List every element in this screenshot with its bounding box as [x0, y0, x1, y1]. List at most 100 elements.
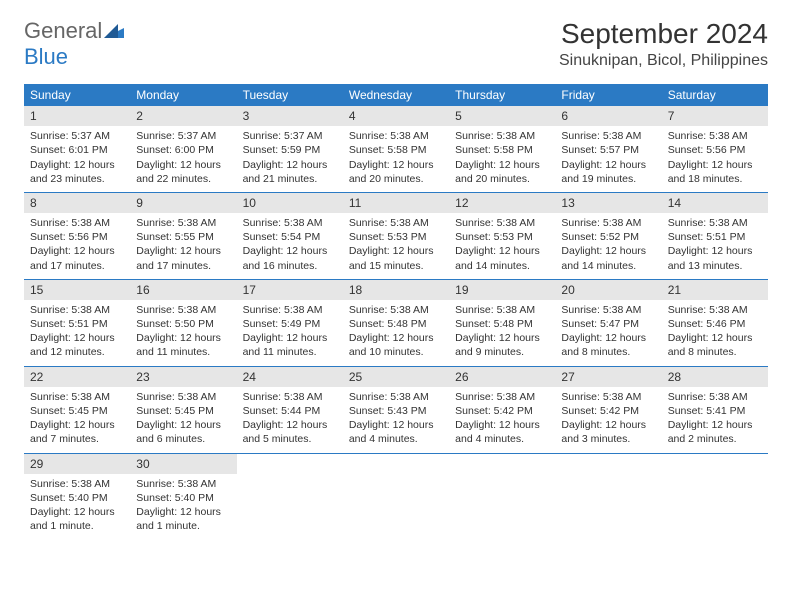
day-sunset: Sunset: 5:45 PM	[136, 404, 230, 418]
day-number: 10	[237, 193, 343, 213]
day-day1: Daylight: 12 hours	[455, 418, 549, 432]
day-cell: 18Sunrise: 5:38 AMSunset: 5:48 PMDayligh…	[343, 280, 449, 366]
day-cell: 3Sunrise: 5:37 AMSunset: 5:59 PMDaylight…	[237, 106, 343, 192]
day-sunrise: Sunrise: 5:38 AM	[561, 303, 655, 317]
day-body: Sunrise: 5:38 AMSunset: 5:48 PMDaylight:…	[449, 300, 555, 366]
day-body: Sunrise: 5:37 AMSunset: 6:01 PMDaylight:…	[24, 126, 130, 192]
day-day1: Daylight: 12 hours	[668, 418, 762, 432]
day-day2: and 9 minutes.	[455, 345, 549, 359]
day-sunset: Sunset: 5:42 PM	[455, 404, 549, 418]
day-number: 5	[449, 106, 555, 126]
day-day2: and 18 minutes.	[668, 172, 762, 186]
day-sunset: Sunset: 5:47 PM	[561, 317, 655, 331]
day-cell: 12Sunrise: 5:38 AMSunset: 5:53 PMDayligh…	[449, 193, 555, 279]
day-day1: Daylight: 12 hours	[668, 244, 762, 258]
day-sunset: Sunset: 5:45 PM	[30, 404, 124, 418]
day-day1: Daylight: 12 hours	[30, 505, 124, 519]
day-body: Sunrise: 5:38 AMSunset: 5:40 PMDaylight:…	[24, 474, 130, 540]
day-body: Sunrise: 5:38 AMSunset: 5:51 PMDaylight:…	[662, 213, 768, 279]
day-sunrise: Sunrise: 5:37 AM	[30, 129, 124, 143]
weeks-container: 1Sunrise: 5:37 AMSunset: 6:01 PMDaylight…	[24, 106, 768, 539]
day-day1: Daylight: 12 hours	[561, 331, 655, 345]
dow-sunday: Sunday	[24, 84, 130, 106]
day-day2: and 11 minutes.	[136, 345, 230, 359]
day-cell	[237, 454, 343, 540]
day-day1: Daylight: 12 hours	[136, 244, 230, 258]
day-sunrise: Sunrise: 5:38 AM	[668, 303, 762, 317]
day-sunrise: Sunrise: 5:38 AM	[30, 390, 124, 404]
day-sunset: Sunset: 5:51 PM	[30, 317, 124, 331]
day-number: 11	[343, 193, 449, 213]
day-sunset: Sunset: 5:46 PM	[668, 317, 762, 331]
day-sunrise: Sunrise: 5:38 AM	[561, 390, 655, 404]
day-sunset: Sunset: 5:58 PM	[349, 143, 443, 157]
day-cell: 4Sunrise: 5:38 AMSunset: 5:58 PMDaylight…	[343, 106, 449, 192]
day-body: Sunrise: 5:38 AMSunset: 5:47 PMDaylight:…	[555, 300, 661, 366]
day-sunrise: Sunrise: 5:38 AM	[349, 216, 443, 230]
day-day1: Daylight: 12 hours	[455, 331, 549, 345]
day-day1: Daylight: 12 hours	[136, 331, 230, 345]
day-number: 26	[449, 367, 555, 387]
day-day2: and 3 minutes.	[561, 432, 655, 446]
day-sunset: Sunset: 5:41 PM	[668, 404, 762, 418]
day-day2: and 7 minutes.	[30, 432, 124, 446]
day-sunset: Sunset: 5:52 PM	[561, 230, 655, 244]
day-sunset: Sunset: 5:44 PM	[243, 404, 337, 418]
day-number: 14	[662, 193, 768, 213]
week-row: 1Sunrise: 5:37 AMSunset: 6:01 PMDaylight…	[24, 106, 768, 193]
day-day2: and 5 minutes.	[243, 432, 337, 446]
day-sunset: Sunset: 6:00 PM	[136, 143, 230, 157]
day-day2: and 10 minutes.	[349, 345, 443, 359]
day-day2: and 15 minutes.	[349, 259, 443, 273]
location: Sinuknipan, Bicol, Philippines	[559, 52, 768, 70]
day-day1: Daylight: 12 hours	[668, 158, 762, 172]
day-number: 28	[662, 367, 768, 387]
dow-monday: Monday	[130, 84, 236, 106]
day-number: 16	[130, 280, 236, 300]
day-day2: and 2 minutes.	[668, 432, 762, 446]
day-cell	[449, 454, 555, 540]
day-cell	[662, 454, 768, 540]
day-sunset: Sunset: 5:40 PM	[30, 491, 124, 505]
day-body: Sunrise: 5:38 AMSunset: 5:53 PMDaylight:…	[343, 213, 449, 279]
brand-general: General	[24, 18, 102, 43]
day-number: 18	[343, 280, 449, 300]
day-day2: and 14 minutes.	[455, 259, 549, 273]
day-body: Sunrise: 5:38 AMSunset: 5:56 PMDaylight:…	[662, 126, 768, 192]
day-cell: 20Sunrise: 5:38 AMSunset: 5:47 PMDayligh…	[555, 280, 661, 366]
day-body: Sunrise: 5:38 AMSunset: 5:58 PMDaylight:…	[449, 126, 555, 192]
day-sunrise: Sunrise: 5:37 AM	[243, 129, 337, 143]
day-cell: 10Sunrise: 5:38 AMSunset: 5:54 PMDayligh…	[237, 193, 343, 279]
day-sunrise: Sunrise: 5:38 AM	[30, 477, 124, 491]
day-cell: 11Sunrise: 5:38 AMSunset: 5:53 PMDayligh…	[343, 193, 449, 279]
day-sunrise: Sunrise: 5:38 AM	[243, 390, 337, 404]
day-sunrise: Sunrise: 5:38 AM	[243, 216, 337, 230]
day-day1: Daylight: 12 hours	[349, 244, 443, 258]
day-number: 20	[555, 280, 661, 300]
calendar: Sunday Monday Tuesday Wednesday Thursday…	[24, 84, 768, 539]
brand-text: General Blue	[24, 18, 124, 70]
day-day2: and 8 minutes.	[561, 345, 655, 359]
day-number: 15	[24, 280, 130, 300]
day-sunset: Sunset: 5:42 PM	[561, 404, 655, 418]
day-sunrise: Sunrise: 5:38 AM	[136, 477, 230, 491]
day-body: Sunrise: 5:38 AMSunset: 5:42 PMDaylight:…	[449, 387, 555, 453]
header: General Blue September 2024 Sinuknipan, …	[24, 18, 768, 70]
day-day1: Daylight: 12 hours	[30, 331, 124, 345]
day-number: 7	[662, 106, 768, 126]
day-cell: 14Sunrise: 5:38 AMSunset: 5:51 PMDayligh…	[662, 193, 768, 279]
day-body: Sunrise: 5:38 AMSunset: 5:50 PMDaylight:…	[130, 300, 236, 366]
day-number: 24	[237, 367, 343, 387]
day-cell: 16Sunrise: 5:38 AMSunset: 5:50 PMDayligh…	[130, 280, 236, 366]
day-cell: 19Sunrise: 5:38 AMSunset: 5:48 PMDayligh…	[449, 280, 555, 366]
day-sunset: Sunset: 6:01 PM	[30, 143, 124, 157]
day-sunset: Sunset: 5:50 PM	[136, 317, 230, 331]
day-number: 22	[24, 367, 130, 387]
day-day1: Daylight: 12 hours	[30, 244, 124, 258]
dow-saturday: Saturday	[662, 84, 768, 106]
day-cell	[555, 454, 661, 540]
day-body: Sunrise: 5:38 AMSunset: 5:52 PMDaylight:…	[555, 213, 661, 279]
day-body: Sunrise: 5:37 AMSunset: 6:00 PMDaylight:…	[130, 126, 236, 192]
day-body: Sunrise: 5:38 AMSunset: 5:54 PMDaylight:…	[237, 213, 343, 279]
week-row: 29Sunrise: 5:38 AMSunset: 5:40 PMDayligh…	[24, 454, 768, 540]
